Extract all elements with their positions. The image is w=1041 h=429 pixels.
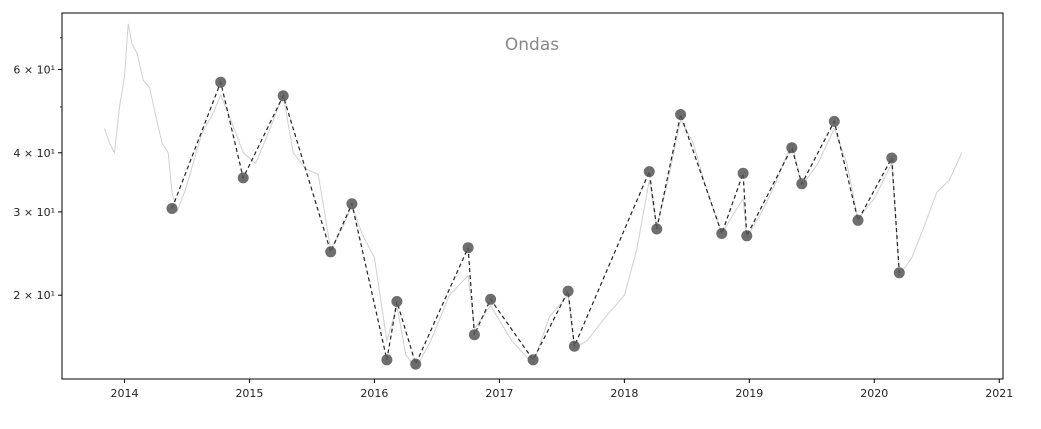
y-tick-label: 6 × 10¹ <box>13 64 55 77</box>
wave-point-marker <box>468 329 480 341</box>
wave-point-marker <box>527 354 539 366</box>
y-tick-label: 4 × 10¹ <box>13 147 55 160</box>
wave-point-marker <box>325 246 337 258</box>
y-tick-label: 3 × 10¹ <box>13 206 55 219</box>
wave-point-marker <box>277 90 289 102</box>
wave-point-marker <box>381 354 393 366</box>
wave-point-marker <box>796 178 808 190</box>
chart-title: Ondas <box>505 35 559 55</box>
plot-frame <box>61 12 1004 380</box>
x-tick-label: 2014 <box>110 387 138 400</box>
wave-point-marker <box>215 76 227 88</box>
wave-point-marker <box>886 152 898 164</box>
wave-point-marker <box>828 115 840 127</box>
x-tick-label: 2020 <box>860 387 888 400</box>
x-tick-label: 2017 <box>485 387 513 400</box>
wave-point-marker <box>741 230 753 242</box>
wave-point-marker <box>410 358 422 370</box>
wave-point-marker <box>485 293 497 305</box>
wave-point-marker <box>675 109 687 120</box>
wave-point-marker <box>568 340 580 352</box>
wave-point-marker <box>651 223 663 235</box>
wave-point-marker <box>391 296 403 307</box>
price-series-line <box>104 23 963 370</box>
wave-point-marker <box>643 166 655 178</box>
x-tick-label: 2018 <box>610 387 638 400</box>
y-axis: 2 × 10¹ 3 × 10¹ 4 × 10¹ 6 × 10¹ <box>13 37 62 302</box>
wave-point-marker <box>786 142 798 154</box>
x-axis: 2014 2015 2016 2017 2018 2019 2020 2021 <box>110 379 1013 400</box>
wave-point-marker <box>893 267 905 279</box>
wave-point-marker <box>237 172 249 184</box>
wave-point-marker <box>346 198 358 210</box>
wave-point-marker <box>716 228 728 239</box>
wave-point-marker <box>737 167 749 179</box>
x-tick-label: 2019 <box>735 387 763 400</box>
wave-point-marker <box>852 214 864 226</box>
series-layer <box>104 23 963 370</box>
y-tick-label: 2 × 10¹ <box>13 289 55 302</box>
wave-point-marker <box>562 285 574 297</box>
x-tick-label: 2021 <box>985 387 1013 400</box>
x-tick-label: 2016 <box>360 387 388 400</box>
x-tick-label: 2015 <box>235 387 263 400</box>
wave-series-line <box>171 80 900 366</box>
wave-point-marker <box>166 203 178 214</box>
wave-point-marker <box>462 242 474 254</box>
